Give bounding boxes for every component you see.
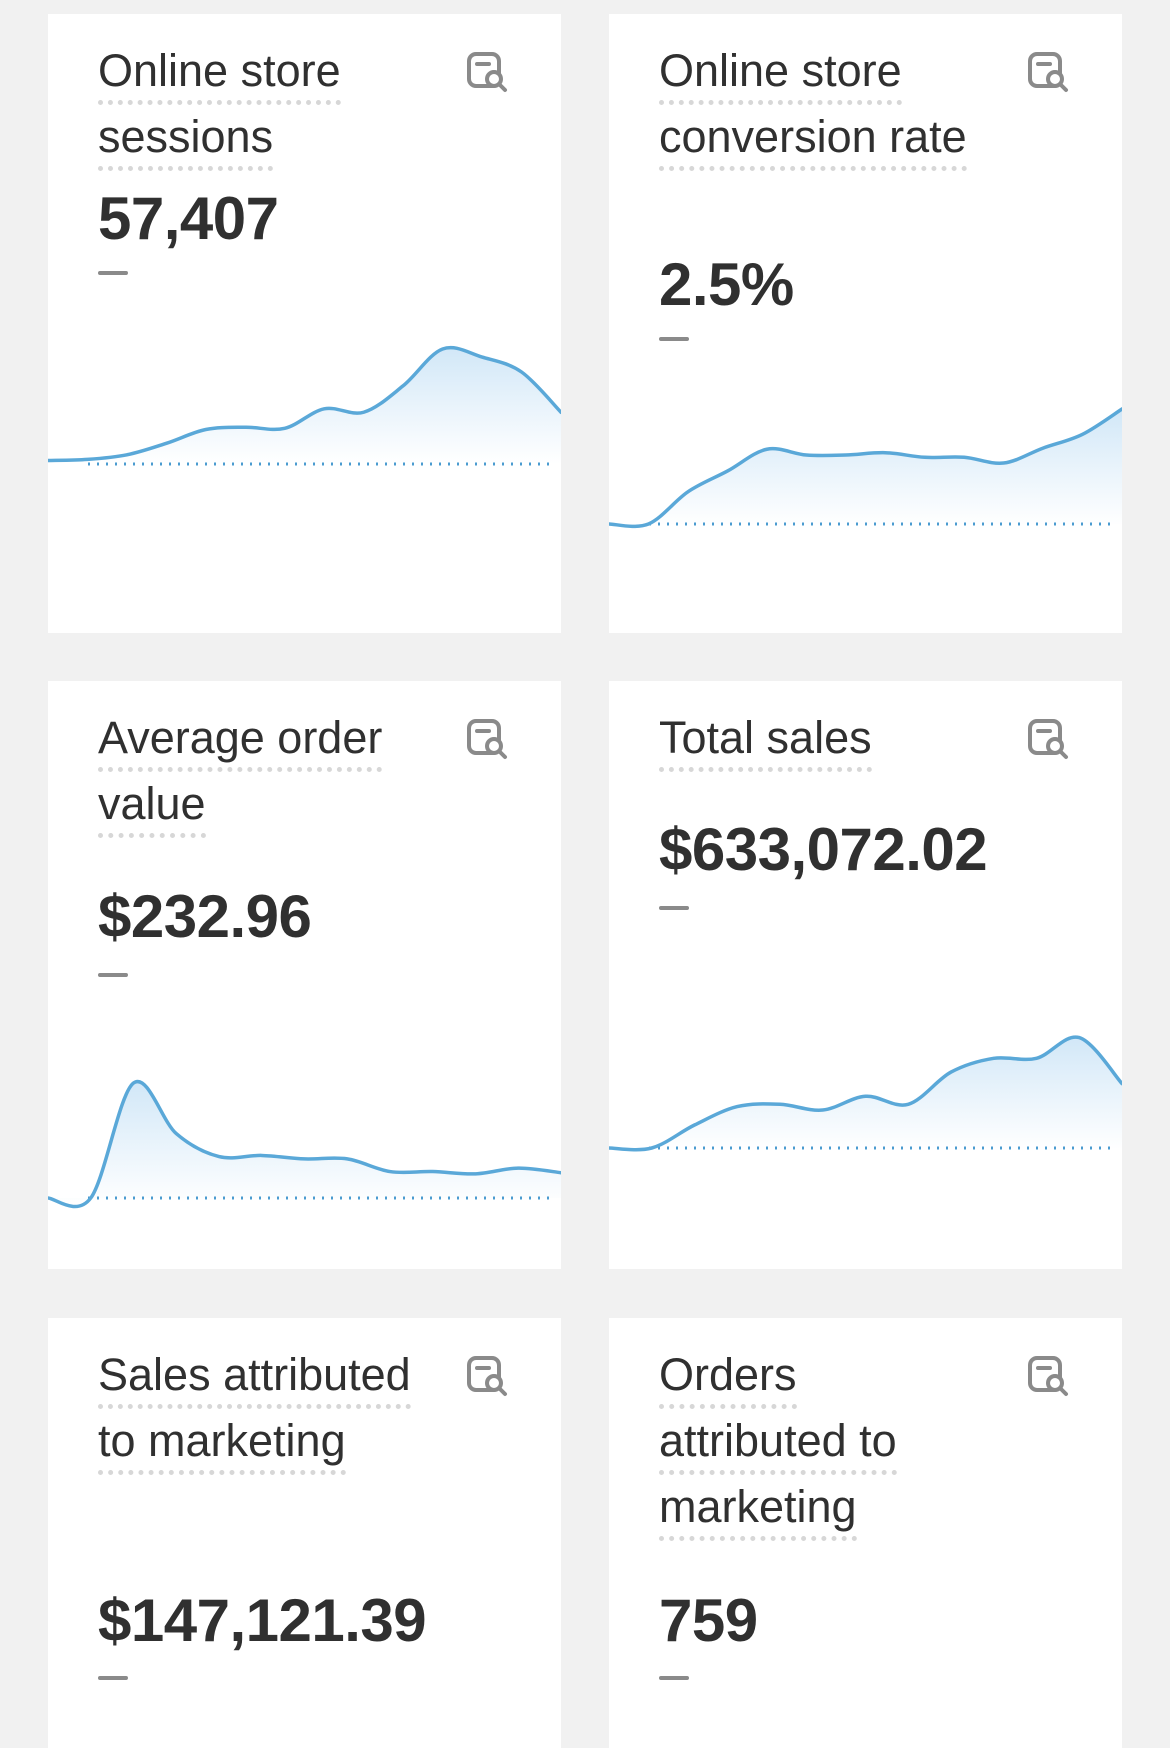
metric-title[interactable]: Total sales <box>659 705 975 772</box>
report-search-icon[interactable] <box>1026 50 1070 94</box>
metric-card-sales-attributed[interactable]: Sales attributed to marketing $147,121.3… <box>48 1318 561 1748</box>
sparkline-chart <box>609 1035 1122 1152</box>
report-search-icon[interactable] <box>1026 717 1070 761</box>
metric-title[interactable]: Online store sessions <box>98 38 414 171</box>
sparkline-line <box>48 345 561 463</box>
metric-value: $633,072.02 <box>659 816 988 883</box>
sparkline-area <box>48 347 561 464</box>
sparkline-area <box>48 1081 561 1207</box>
metric-card-sessions[interactable]: Online store sessions 57,407 <box>48 14 561 633</box>
sparkline-line <box>48 1079 561 1209</box>
sparkline-chart <box>609 407 1122 529</box>
report-search-icon[interactable] <box>465 1354 509 1398</box>
metric-card-total-sales[interactable]: Total sales $633,072.02 <box>609 681 1122 1269</box>
metric-card-orders-attributed[interactable]: Orders attributed to marketing 759 <box>609 1318 1122 1748</box>
sparkline-line <box>609 407 1122 529</box>
report-search-icon[interactable] <box>465 50 509 94</box>
report-search-icon[interactable] <box>465 717 509 761</box>
comparison-dash <box>659 906 689 910</box>
metric-value: 2.5% <box>659 251 794 318</box>
metric-value: 759 <box>659 1587 758 1654</box>
sparkline-area <box>609 409 1122 527</box>
comparison-dash <box>98 973 128 977</box>
sparkline-area <box>609 1037 1122 1150</box>
report-search-icon[interactable] <box>1026 1354 1070 1398</box>
sparkline-chart <box>48 345 561 466</box>
metric-title[interactable]: Average order value <box>98 705 414 838</box>
metric-card-average-order-value[interactable]: Average order value $232.96 <box>48 681 561 1269</box>
comparison-dash <box>98 1676 128 1680</box>
sparkline-line <box>609 1035 1122 1152</box>
metric-value: $147,121.39 <box>98 1587 427 1654</box>
metric-title[interactable]: Online store conversion rate <box>659 38 975 171</box>
metric-title[interactable]: Orders attributed to marketing <box>659 1342 975 1541</box>
comparison-dash <box>98 271 128 275</box>
metric-value: $232.96 <box>98 883 312 950</box>
metric-card-conversion-rate[interactable]: Online store conversion rate 2.5% <box>609 14 1122 633</box>
comparison-dash <box>659 1676 689 1680</box>
metric-value: 57,407 <box>98 185 279 252</box>
metric-title[interactable]: Sales attributed to marketing <box>98 1342 414 1475</box>
sparkline-chart <box>48 1079 561 1209</box>
comparison-dash <box>659 337 689 341</box>
